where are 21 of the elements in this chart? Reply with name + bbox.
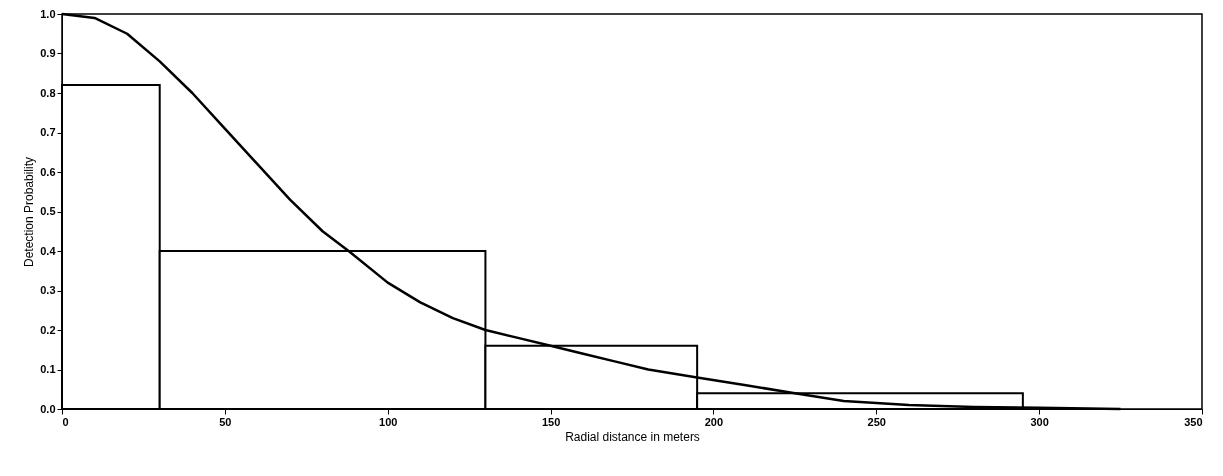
x-axis-title: Radial distance in meters bbox=[565, 429, 700, 444]
y-tick-label: 0.5 bbox=[40, 205, 56, 217]
y-tick-label: 0.8 bbox=[40, 86, 56, 99]
y-tick-label: 0.9 bbox=[40, 47, 56, 59]
x-tick-label: 0 bbox=[62, 415, 69, 428]
y-tick-label: 0.2 bbox=[40, 323, 56, 336]
y-axis-title: Detection Probability bbox=[22, 156, 37, 268]
y-tick-label: 0.4 bbox=[40, 244, 57, 257]
x-tick-label: 350 bbox=[1184, 415, 1203, 428]
x-tick-label: 200 bbox=[704, 415, 724, 428]
x-tick-label: 100 bbox=[379, 415, 398, 428]
y-tick-label: 0.0 bbox=[40, 402, 56, 415]
x-tick-label: 250 bbox=[867, 415, 886, 428]
y-tick-label: 0.7 bbox=[40, 126, 56, 138]
x-tick-label: 300 bbox=[1030, 415, 1049, 428]
x-tick-label: 150 bbox=[541, 415, 561, 428]
y-tick-label: 0.3 bbox=[40, 284, 56, 296]
x-tick-label: 50 bbox=[219, 415, 232, 428]
y-tick-label: 0.6 bbox=[40, 165, 56, 178]
y-tick-label: 1.0 bbox=[40, 7, 56, 20]
y-tick-label: 0.1 bbox=[40, 363, 56, 375]
